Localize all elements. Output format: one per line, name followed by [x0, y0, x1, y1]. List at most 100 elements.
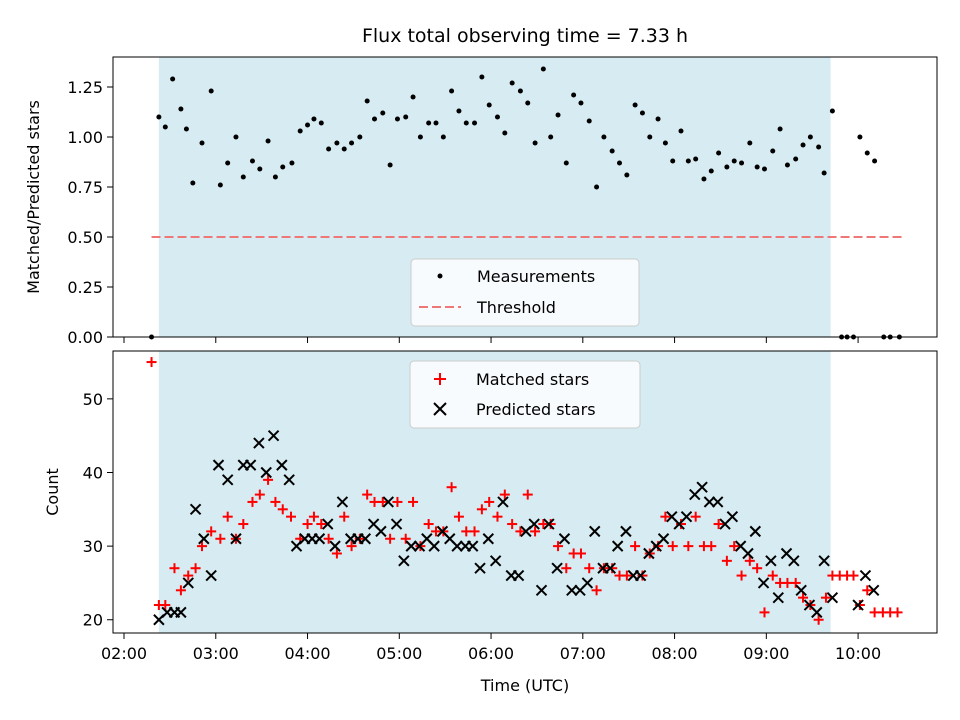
matched-star-point: [653, 541, 664, 552]
predicted-star-point: [826, 591, 839, 604]
measurement-point: [864, 150, 870, 156]
matched-star-point: [820, 592, 831, 603]
matched-star-point: [400, 533, 411, 544]
measurement-point: [571, 92, 577, 98]
matched-star-point: [270, 496, 281, 507]
measurement-point: [632, 102, 638, 108]
matched-star-point: [790, 577, 801, 588]
y-tick-label: 40: [83, 463, 103, 482]
matched-star-point: [721, 555, 732, 566]
matched-star-point: [767, 570, 778, 581]
predicted-stars-series: [153, 429, 880, 626]
x-axis-ticks: [123, 337, 859, 343]
predicted-star-point: [867, 584, 880, 597]
matched-star-point: [507, 519, 518, 530]
predicted-star-point: [382, 496, 394, 508]
measurement-point: [662, 140, 668, 146]
matched-star-point: [446, 482, 457, 493]
measurement-point: [624, 172, 630, 178]
matched-star-point: [798, 592, 809, 603]
matched-star-point: [591, 585, 602, 596]
legend-box: [410, 258, 640, 327]
measurement-point: [685, 158, 691, 164]
predicted-star-point: [711, 496, 724, 508]
x-tick-label: 06:00: [468, 644, 514, 663]
measurement-point: [609, 148, 615, 154]
predicted-star-point: [581, 577, 594, 589]
measurement-point: [225, 160, 231, 166]
measurement-point: [334, 140, 340, 146]
measurement-point: [456, 108, 462, 114]
matched-star-point: [744, 555, 755, 566]
x-tick-label: 02:00: [101, 644, 147, 663]
matched-star-point: [308, 511, 319, 522]
measurement-point: [364, 98, 370, 104]
measurements-series: [149, 66, 902, 340]
measurement-point: [156, 114, 162, 120]
x-tick-label: 04:00: [284, 644, 330, 663]
predicted-star-point: [543, 518, 555, 530]
matched-star-point: [607, 563, 618, 574]
legend-marker-plus: [434, 373, 446, 385]
measurement-point: [349, 140, 355, 146]
predicted-star-point: [680, 510, 693, 523]
matched-star-point: [759, 607, 770, 618]
plot-frame: [112, 56, 938, 338]
legend-label: Measurements: [477, 267, 595, 286]
measurement-point: [617, 160, 623, 166]
predicted-star-point: [359, 533, 372, 545]
predicted-star-point: [175, 606, 187, 619]
y-tick-label: 30: [83, 537, 103, 556]
matched-star-point: [630, 541, 641, 552]
predicted-star-point: [283, 474, 295, 486]
measurement-point: [449, 88, 455, 94]
predicted-star-point: [703, 496, 716, 508]
predicted-star-point: [267, 429, 280, 442]
predicted-star-point: [398, 555, 410, 567]
matched-star-point: [190, 563, 201, 574]
legend: Measurements Threshold: [410, 258, 640, 327]
measurement-point: [678, 128, 684, 134]
matched-star-point: [331, 548, 342, 559]
matched-star-point: [469, 526, 480, 537]
predicted-star-point: [244, 459, 257, 471]
predicted-star-point: [765, 555, 777, 567]
x-tick-label: 07:00: [560, 644, 606, 663]
predicted-star-point: [566, 584, 578, 597]
matched-star-point: [183, 570, 194, 581]
x-axis-ticks: 02:00 03:00 04:00 05:00 06:00 07:00 08:00 09:00…: [101, 633, 881, 663]
matched-star-point: [683, 541, 694, 552]
predicted-star-point: [313, 533, 326, 545]
measurement-point: [532, 140, 538, 146]
measurement-point: [586, 118, 592, 124]
matched-star-point: [706, 541, 717, 552]
predicted-star-point: [749, 525, 762, 538]
predicted-star-point: [852, 599, 864, 611]
matched-star-point: [575, 548, 586, 559]
predicted-star-point: [205, 569, 217, 582]
matched-star-point: [713, 519, 724, 530]
measurement-point: [162, 124, 168, 130]
predicted-star-point: [329, 540, 341, 552]
measurement-point: [739, 160, 745, 166]
predicted-star-point: [182, 577, 194, 589]
measurement-point: [357, 134, 363, 140]
ratio-panel: 0.00 0.25 0.50 0.75 1.00 1.25: [67, 56, 938, 347]
measurement-point: [486, 102, 492, 108]
y-tick-label: 0.25: [67, 278, 103, 297]
predicted-star-point: [611, 540, 624, 552]
measurement-point: [793, 156, 799, 162]
predicted-star-point: [696, 481, 708, 493]
predicted-star-point: [276, 459, 288, 471]
measurement-point: [494, 114, 500, 120]
matched-star-point: [561, 563, 572, 574]
matched-star-point: [729, 541, 740, 552]
matched-star-point: [690, 511, 701, 522]
measurement-point: [472, 120, 478, 126]
y-axis-title: Matched/Predicted stars: [24, 100, 43, 294]
predicted-star-point: [589, 525, 601, 538]
measurement-point: [754, 164, 760, 170]
matched-star-point: [197, 541, 208, 552]
measurement-point: [394, 116, 400, 122]
